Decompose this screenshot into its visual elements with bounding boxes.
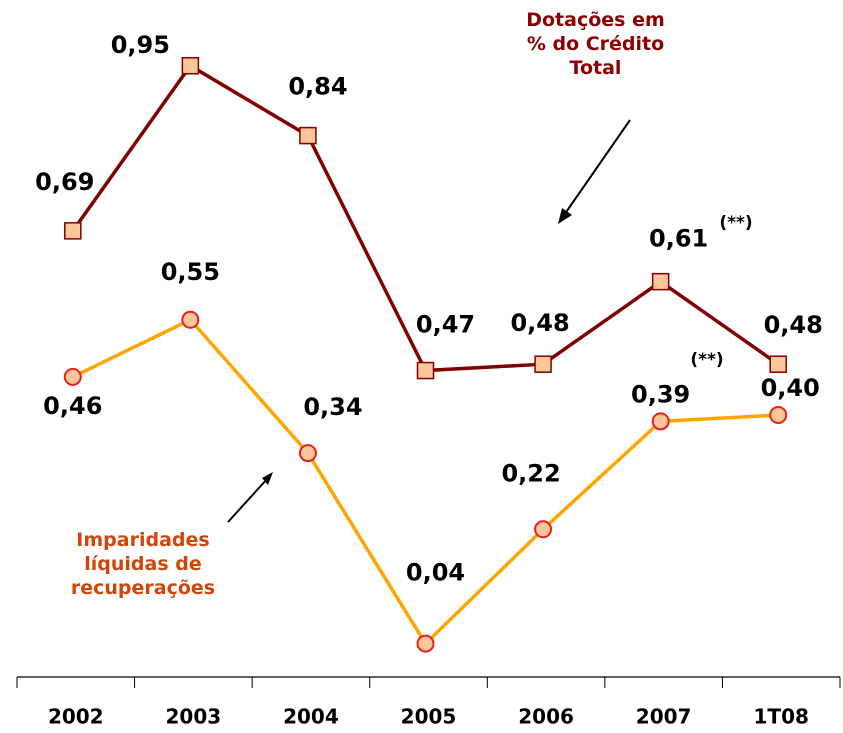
x-tick-label: 1T08 [754,705,809,729]
series-label: Dotações em % do Crédito Total [526,9,665,79]
data-label: 0,69 [35,168,94,196]
data-label: 0,04 [406,559,465,587]
data-label: 0,61 [649,225,708,253]
marker [769,406,788,424]
data-label: 0,48 [510,309,569,337]
annotation: (**) [690,350,723,370]
data-label: 0,84 [288,73,347,101]
data-label: 0,39 [631,380,690,408]
annotation: (**) [719,213,752,233]
data-label: 0,95 [111,31,170,59]
marker [416,361,435,380]
data-label: 0,47 [416,311,475,339]
data-label: 0,34 [303,393,362,421]
marker [534,520,553,539]
x-tick-label: 2003 [166,705,222,729]
data-label: 0,48 [764,311,823,339]
marker [64,222,82,240]
x-tick-label: 2007 [636,705,692,729]
data-label: 0,46 [43,392,102,420]
marker [651,412,670,431]
marker [63,367,82,386]
marker [416,634,435,653]
series-label: Imparidades líquidas de recuperações [70,529,216,599]
data-label: 0,55 [161,258,220,286]
marker [298,444,317,463]
x-tick-label: 2004 [283,705,339,729]
marker [299,126,317,145]
marker [181,310,200,329]
marker [769,355,787,373]
marker [534,355,552,373]
arrow [561,119,631,219]
x-tick-label: 2005 [401,705,457,729]
arrow-head [558,208,572,224]
x-tick-label: 2006 [518,705,574,729]
marker [651,272,670,291]
data-label: 0,40 [761,374,820,402]
arrow-head [262,472,273,485]
x-tick-label: 2002 [48,705,104,729]
data-label: 0,22 [501,459,560,487]
arrow [227,477,269,523]
marker [181,57,200,75]
